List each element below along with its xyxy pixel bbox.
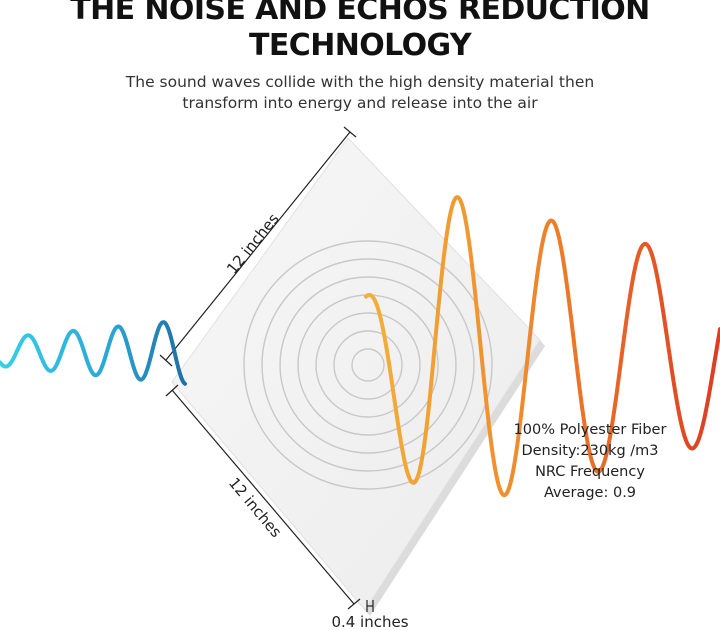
subtitle-line-2: transform into energy and release into t… <box>182 94 538 112</box>
ripple-ring <box>243 240 493 490</box>
subtitle: The sound waves collide with the high de… <box>0 72 720 114</box>
outgoing-sound-wave <box>364 195 720 498</box>
ripple-ring <box>333 330 403 400</box>
headline-line-1: THE NOISE AND ECHOS REDUCTION <box>70 0 650 27</box>
incoming-sound-wave <box>0 320 187 386</box>
spec-nrc-value: Average: 0.9 <box>543 485 637 501</box>
ripple-ring <box>261 258 475 472</box>
subtitle-line-1: The sound waves collide with the high de… <box>125 73 595 91</box>
acoustic-panel <box>171 137 541 611</box>
thickness-marker <box>366 600 374 612</box>
spec-nrc: NRC Frequency <box>535 464 645 480</box>
spec-density: Density:230kg /m3 <box>521 443 659 459</box>
material-specs: 100% Polyester Fiber Density:230kg /m3 N… <box>495 420 685 504</box>
ripple-ring <box>351 348 385 382</box>
ripple-ring <box>315 312 421 418</box>
headline: THE NOISE AND ECHOS REDUCTION TECHNOLOGY <box>0 0 720 64</box>
spec-material: 100% Polyester Fiber <box>513 422 667 438</box>
thickness-label: 0.4 inches <box>331 613 408 630</box>
panel-edge <box>365 340 545 616</box>
headline-line-2: TECHNOLOGY <box>249 28 472 63</box>
ripple-ring <box>279 276 457 454</box>
dimension-bottom <box>165 384 361 610</box>
dimension-top <box>159 126 357 367</box>
